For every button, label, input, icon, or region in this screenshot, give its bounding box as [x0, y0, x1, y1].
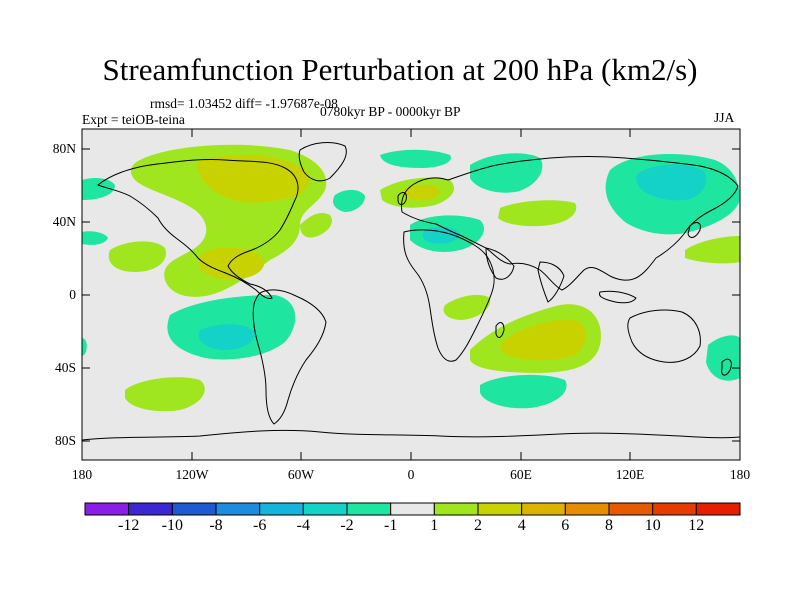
- colorbar-label: 1: [430, 517, 439, 534]
- lat-label-40n: 40N: [52, 214, 76, 229]
- lon-label-120e: 120E: [615, 467, 645, 482]
- lon-label-120w: 120W: [175, 467, 209, 482]
- lon-label-180e: 180: [729, 467, 751, 482]
- map-title: Streamfunction Perturbation at 200 hPa (…: [102, 52, 698, 87]
- coastline-madagascar: [495, 322, 505, 338]
- colorbar-label: -12: [118, 517, 140, 534]
- positive-anomaly-regions: [108, 144, 740, 412]
- colorbar-box: [564, 502, 610, 516]
- colorbar-label: 10: [644, 517, 661, 534]
- anomaly-north-america-core: [197, 154, 310, 203]
- lat-label-40s: 40S: [54, 360, 76, 375]
- anomaly-arctic-europe: [380, 149, 451, 168]
- anomaly-pacific-north: [82, 231, 108, 245]
- anomaly-central-america-core: [200, 247, 265, 280]
- colorbar-box: [128, 502, 173, 516]
- anomaly-mid-atlantic: [333, 189, 365, 212]
- season-label: JJA: [714, 110, 735, 125]
- colorbar: [84, 502, 741, 516]
- colorbar-box: [302, 502, 348, 516]
- coastline-eurasia: [401, 156, 739, 291]
- coastline-british-isles: [397, 192, 407, 205]
- colorbar-box: [608, 502, 654, 516]
- coastline-antarctica: [81, 429, 741, 441]
- coastline-greenland: [298, 142, 347, 182]
- colorbar-label: 4: [517, 517, 526, 534]
- colorbar-label: -2: [340, 517, 354, 534]
- anomaly-europe-core: [403, 184, 440, 201]
- anomaly-alaska-pacific: [82, 177, 115, 200]
- anomaly-west-edge: [82, 338, 87, 356]
- coastline-maritime-se-asia: [599, 290, 637, 304]
- colorbar-label: 8: [605, 517, 613, 534]
- coastline-arabia: [485, 247, 515, 280]
- colorbar-box: [477, 502, 523, 516]
- colorbar-label: 12: [688, 517, 705, 534]
- colorbar-box: [521, 502, 566, 516]
- colorbar-label: -1: [384, 517, 398, 534]
- anomaly-siberia: [470, 153, 543, 193]
- anomaly-north-atlantic: [300, 213, 332, 238]
- colorbar-box: [346, 502, 392, 516]
- coastline-north-america: [97, 158, 299, 299]
- coastline-africa: [403, 229, 495, 362]
- lon-label-60e: 60E: [510, 467, 532, 482]
- colorbar-box: [695, 502, 741, 516]
- coastline-australia: [627, 309, 701, 363]
- lat-label-80s: 80S: [54, 433, 76, 448]
- colorbar-label: -6: [253, 517, 267, 534]
- coastline-india: [537, 261, 565, 303]
- anomaly-southern-pacific: [125, 377, 205, 412]
- anomaly-east-pacific: [108, 241, 166, 272]
- anomaly-southern-indian: [480, 374, 567, 409]
- anomaly-tasman: [706, 335, 740, 381]
- colorbar-label: 2: [474, 517, 482, 534]
- colorbar-label: 6: [561, 517, 570, 534]
- experiment-label: Expt = teiOB-teina: [82, 112, 185, 127]
- lon-label-180w: 180: [71, 467, 93, 482]
- anomaly-south-pacific-core: [198, 324, 255, 350]
- lon-label-60w: 60W: [287, 467, 315, 482]
- anomaly-pacific: [685, 236, 740, 264]
- anomaly-east-asia-core: [636, 164, 707, 201]
- axis-ticks: [81, 129, 741, 460]
- colorbar-box: [84, 502, 130, 516]
- colorbar-label: -4: [296, 517, 310, 534]
- lat-label-0: 0: [69, 287, 76, 302]
- stats-label: rmsd= 1.03452 diff= -1.97687e-08: [150, 96, 338, 111]
- coastline-south-america: [252, 289, 327, 425]
- anomaly-south-indian-core: [500, 319, 586, 361]
- colorbar-box: [433, 502, 479, 516]
- coastline-new-zealand: [721, 358, 732, 376]
- anomaly-central-asia: [498, 200, 577, 227]
- lat-label-80n: 80N: [52, 141, 76, 156]
- colorbar-box: [652, 502, 697, 516]
- coastline-japan: [687, 222, 701, 238]
- anomaly-west-equatorial-africa: [443, 294, 491, 320]
- colorbar-label: -8: [209, 517, 223, 534]
- lon-label-0: 0: [407, 467, 415, 482]
- coastlines: [81, 142, 741, 441]
- colorbar-box: [390, 502, 435, 516]
- period-label: 0780kyr BP - 0000kyr BP: [320, 104, 461, 119]
- negative-anomaly-regions: [82, 149, 740, 409]
- colorbar-box: [171, 502, 217, 516]
- colorbar-label: -10: [161, 517, 183, 534]
- colorbar-box: [215, 502, 261, 516]
- colorbar-box: [259, 502, 304, 516]
